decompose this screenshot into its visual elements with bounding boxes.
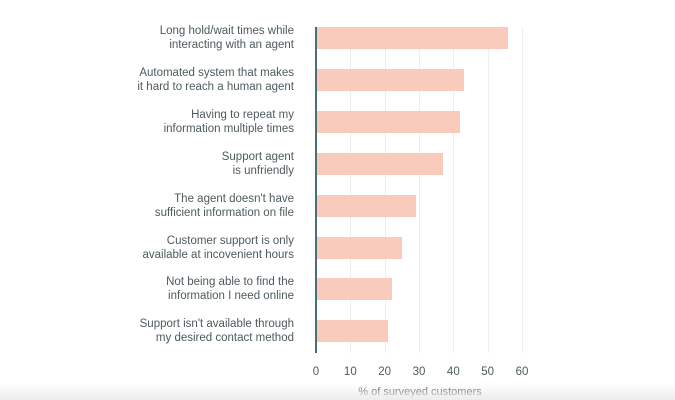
gridline <box>419 27 420 353</box>
x-tick-label: 0 <box>312 366 320 378</box>
gridline <box>488 27 489 353</box>
category-label: Having to repeat my information multiple … <box>163 109 294 135</box>
bar <box>316 27 508 49</box>
x-tick-label: 60 <box>515 366 529 378</box>
y-axis-line <box>315 27 317 353</box>
x-tick-label: 10 <box>343 366 357 378</box>
category-label: Support isn't available through my desire… <box>139 318 294 344</box>
category-label: Long hold/wait times while interacting wi… <box>159 25 294 51</box>
bar <box>316 69 464 91</box>
bar <box>316 195 416 217</box>
bottom-fade <box>0 384 675 400</box>
gridline <box>453 27 454 353</box>
gridline <box>350 27 351 353</box>
category-label: Automated system that makes it hard to re… <box>137 67 294 93</box>
bar <box>316 320 388 342</box>
bar <box>316 237 402 259</box>
category-label: Support agent is unfriendly <box>221 151 294 177</box>
category-label: The agent doesn't have sufficient informa… <box>154 193 294 219</box>
bar <box>316 111 460 133</box>
bar <box>316 278 392 300</box>
gridline <box>522 27 523 353</box>
category-label: Not being able to find the information I … <box>166 276 294 302</box>
gridline <box>385 27 386 353</box>
bar <box>316 153 443 175</box>
x-tick-label: 50 <box>481 366 495 378</box>
x-tick-label: 20 <box>378 366 392 378</box>
category-label: Customer support is only available at inc… <box>142 235 294 261</box>
x-tick-label: 40 <box>446 366 460 378</box>
x-tick-label: 30 <box>412 366 426 378</box>
